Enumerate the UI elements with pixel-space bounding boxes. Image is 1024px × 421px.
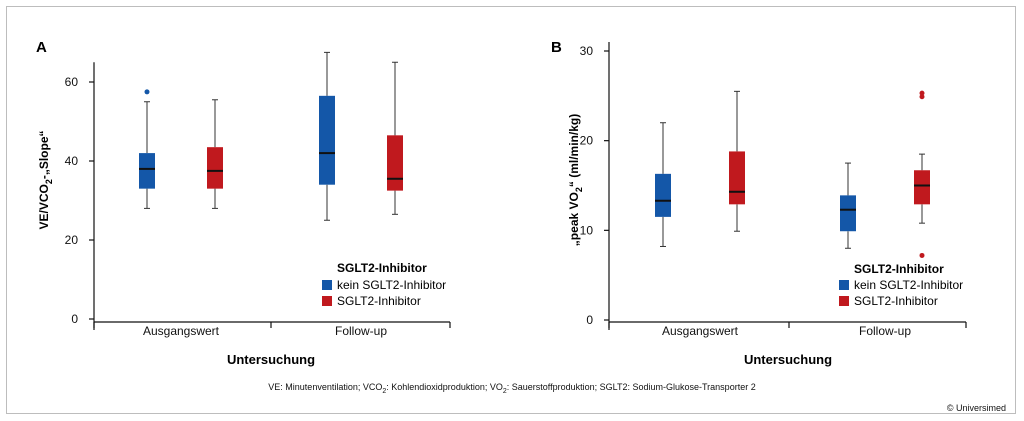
x-axis-label-b: Untersuchung <box>744 352 832 367</box>
x-tick-label: Ausgangswert <box>662 324 739 338</box>
y-tick-label: 10 <box>580 223 594 237</box>
outlier-point <box>919 94 925 100</box>
figure-frame <box>6 6 1016 414</box>
box-sglt2 <box>914 170 930 205</box>
legend-swatch-kein-b <box>839 280 849 290</box>
legend-swatch-kein-a <box>322 280 332 290</box>
y-tick-label: 60 <box>65 75 79 89</box>
panel-label-a: A <box>36 39 47 56</box>
y-axis-label-a: VE/VCO2-„Slope“ <box>37 130 54 229</box>
y-tick-label: 0 <box>71 312 78 326</box>
legend-label-kein-a: kein SGLT2-Inhibitor <box>337 278 446 292</box>
box-kein <box>319 95 335 185</box>
boxplot-charts: A VE/VCO2-„Slope“ Untersuchung B „peak V… <box>36 39 967 367</box>
legend-label-sglt2-b: SGLT2-Inhibitor <box>854 294 938 308</box>
y-axis-label-b: „peak VO2“ (ml/min/kg) <box>567 114 584 246</box>
legend-title-a: SGLT2-Inhibitor <box>337 261 427 275</box>
legend-swatch-sglt2-b <box>839 296 849 306</box>
legend-label-kein-b: kein SGLT2-Inhibitor <box>854 278 963 292</box>
plot-area-b: 0 10 20 30 Ausgangswert Follow-up <box>580 42 967 338</box>
copyright: © Universimed <box>946 403 1006 413</box>
legend-title-b: SGLT2-Inhibitor <box>854 262 944 276</box>
legend-swatch-sglt2-a <box>322 296 332 306</box>
box-sglt2 <box>387 135 403 191</box>
x-tick-label: Ausgangswert <box>143 324 220 338</box>
box-kein <box>139 153 155 189</box>
outlier-point <box>144 89 150 95</box>
outlier-point <box>919 252 925 258</box>
x-axis-label-a: Untersuchung <box>227 352 315 367</box>
outlier-point <box>919 90 925 96</box>
box-kein <box>655 173 671 217</box>
x-tick-label: Follow-up <box>859 324 911 338</box>
legend-b: SGLT2-Inhibitor kein SGLT2-Inhibitor SGL… <box>839 262 963 308</box>
legend-label-sglt2-a: SGLT2-Inhibitor <box>337 294 421 308</box>
y-tick-label: 30 <box>580 44 594 58</box>
footnote: VE: Minutenventilation; VCO2: Kohlendiox… <box>268 382 756 395</box>
panel-label-b: B <box>551 39 562 56</box>
box-sglt2 <box>207 147 223 189</box>
y-tick-label: 20 <box>580 134 594 148</box>
x-tick-label: Follow-up <box>335 324 387 338</box>
plot-area-a: 0 20 40 60 Ausgangswert Follow-up <box>65 51 451 338</box>
legend-a: SGLT2-Inhibitor kein SGLT2-Inhibitor SGL… <box>322 261 446 308</box>
y-tick-label: 0 <box>586 313 593 327</box>
y-tick-label: 40 <box>65 154 79 168</box>
y-tick-label: 20 <box>65 233 79 247</box>
box-sglt2 <box>729 151 745 205</box>
box-kein <box>840 195 856 232</box>
